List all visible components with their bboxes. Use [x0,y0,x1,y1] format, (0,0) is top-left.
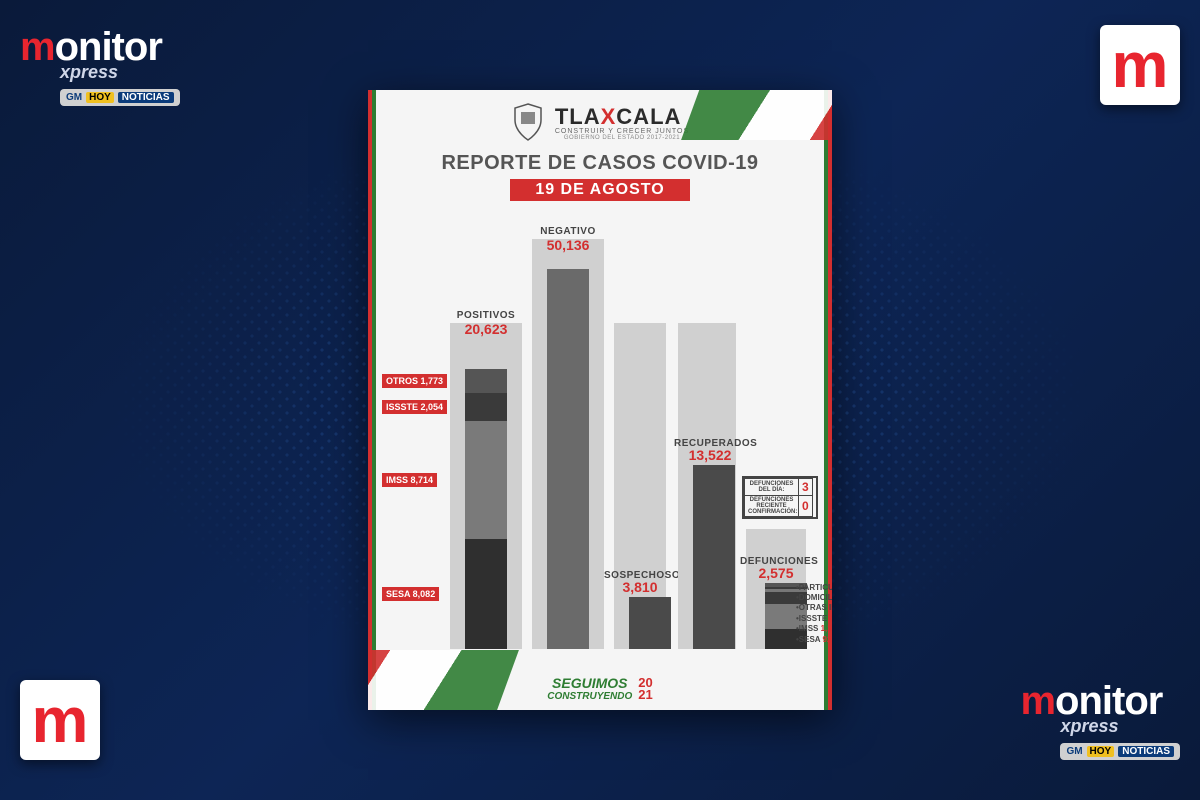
brand-logo-bottom-left: m [20,680,100,760]
brand-xpress: xpress [60,62,118,83]
report-card: TLAXCALA CONSTRUIR Y CRECER JUNTOS GOBIE… [368,90,832,710]
brand-m-icon: m [20,680,100,760]
bar-segment [465,393,507,421]
bar-segment [465,539,507,649]
state-subtitle: CONSTRUIR Y CRECER JUNTOS [555,128,689,135]
bar-segment [547,269,589,649]
brand-logo-bottom-right: monitor xpress GM HOY NOTICIAS [1020,679,1180,760]
brand-m: m [20,25,55,70]
brand-logo-top-left: monitor xpress GM HOY NOTICIAS [20,25,180,106]
state-shield-icon [511,102,545,142]
state-gov-line: GOBIERNO DEL ESTADO 2017-2021 [555,135,689,141]
bar-label: POSITIVOS [450,310,522,321]
bar-value: 13,522 [674,447,746,463]
report-date: 19 DE AGOSTO [510,179,690,201]
card-footer: SEGUIMOS CONSTRUYENDO 20 21 [368,675,832,702]
gm-noticias-badge: GM HOY NOTICIAS [60,89,180,106]
state-title: TLAXCALA [555,104,689,130]
covid-bar-chart: POSITIVOS20,623 SESA 8,082 IMSS 8,714 ISSST… [382,219,818,649]
brand-logo-top-right: m [1100,25,1180,105]
segment-tag: OTROS 1,773 [382,374,447,388]
report-title: REPORTE DE CASOS COVID-19 [368,152,832,175]
segment-tag: SESA 8,082 [382,587,439,601]
bar-value: 20,623 [450,321,522,337]
bar-label: NEGATIVO [532,226,604,237]
gm-noticias-badge: GM HOY NOTICIAS [1060,743,1180,760]
defunciones-day-box: DEFUNCIONES DEL DÍA:3DEFUNCIONES RECIENT… [742,476,818,519]
bar-segment [693,465,735,649]
brand-m-icon: m [1100,25,1180,105]
defunciones-breakdown: •PARTICULAR 41•DOMICILIO 1•OTRAS INSTITU… [796,583,832,645]
segment-tag: ISSSTE 2,054 [382,400,447,414]
bar-value: 2,575 [740,565,812,581]
bar-segment [465,369,507,393]
bar-value: 50,136 [532,237,604,253]
bar-segment [465,421,507,539]
bar-value: 3,810 [604,579,676,595]
segment-tag: IMSS 8,714 [382,473,437,487]
bar-segment [629,597,671,649]
